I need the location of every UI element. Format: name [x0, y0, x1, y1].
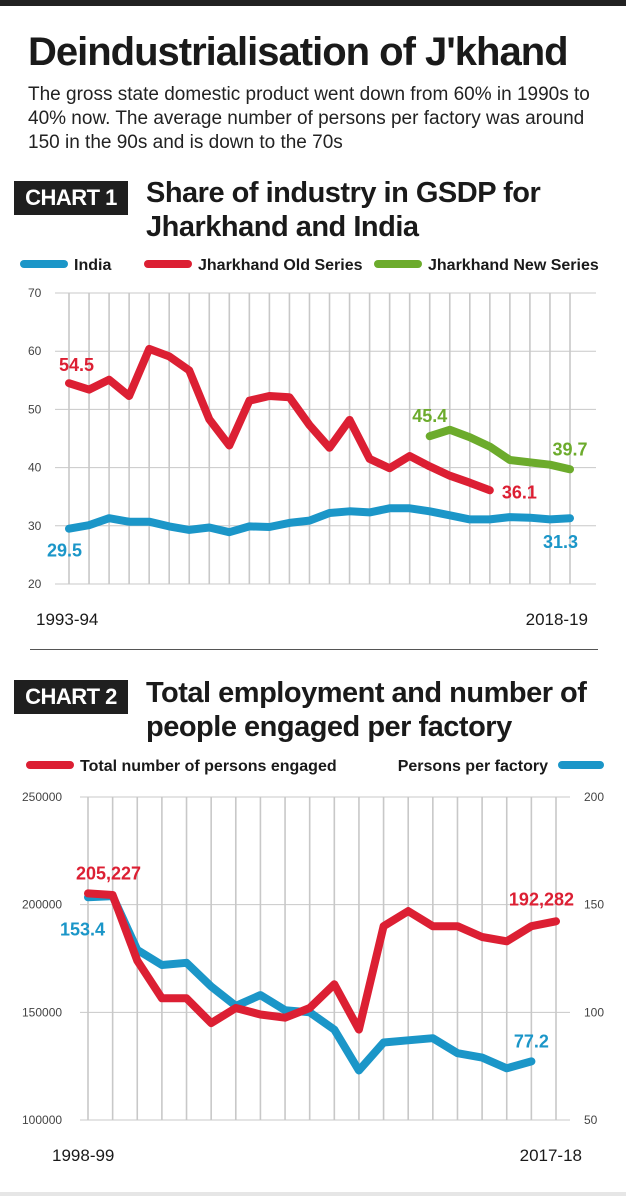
chart2-xlabel-end: 2017-18	[520, 1146, 582, 1165]
chart1-ytick-label: 70	[28, 286, 42, 300]
chart1-data-label: 29.5	[47, 541, 82, 561]
chart2-xlabel-start: 1998-99	[52, 1146, 114, 1165]
chart2-badge: CHART 2	[14, 680, 128, 714]
chart1-data-label: 45.4	[412, 406, 447, 426]
chart2-legend-label: Total number of persons engaged	[80, 758, 337, 775]
chart1-title: Share of industry in GSDP for Jharkhand …	[146, 177, 541, 243]
chart2-ytick-left: 200000	[22, 898, 62, 912]
top-rule	[0, 0, 626, 6]
page-subtitle: The gross state domestic product went do…	[28, 84, 590, 153]
chart1-ytick-label: 40	[28, 461, 42, 475]
chart2-ytick-left: 100000	[22, 1113, 62, 1127]
chart1-xlabel-end: 2018-19	[526, 610, 588, 629]
chart2-ytick-right: 50	[584, 1113, 598, 1127]
chart1-data-label: 54.5	[59, 355, 94, 375]
chart2-data-label: 77.2	[514, 1031, 549, 1051]
chart1-series-line	[425, 425, 574, 474]
chart2-series-line	[84, 889, 560, 1034]
chart1-data-label: 36.1	[502, 482, 537, 502]
chart1-xlabel-start: 1993-94	[36, 610, 98, 629]
chart2-ytick-right: 150	[584, 898, 604, 912]
chart1-legend-label: Jharkhand New Series	[428, 257, 599, 274]
chart1-series-line	[65, 504, 574, 537]
chart1-data-label: 31.3	[543, 532, 578, 552]
chart1-badge: CHART 1	[14, 181, 128, 215]
bottom-rule	[0, 1192, 626, 1196]
chart1-legend-label: India	[74, 257, 111, 274]
page-title: Deindustrialisation of J'khand	[28, 30, 569, 74]
chart2-data-label: 192,282	[509, 889, 574, 909]
chart1-ytick-label: 20	[28, 577, 42, 591]
chart1-legend-label: Jharkhand Old Series	[198, 257, 363, 274]
chart1-ytick-label: 50	[28, 402, 42, 416]
chart1-plot: 20 30 40 50 60 70 1993-94 2018-19 India Jharkhand…	[20, 257, 599, 629]
chart1-ytick-label: 60	[28, 344, 42, 358]
section-divider	[30, 649, 598, 650]
chart2-title: Total employment and number of people en…	[146, 677, 587, 743]
chart2-data-label: 205,227	[76, 863, 141, 883]
chart2-plot: 100000 150000 200000 250000 50 100 150 200 1998-…	[22, 758, 604, 1165]
chart1-data-label: 39.7	[552, 439, 587, 459]
chart1-series-line	[65, 344, 494, 495]
chart2-ytick-right: 200	[584, 790, 604, 804]
chart2-ytick-left: 150000	[22, 1005, 62, 1019]
chart1-ytick-label: 30	[28, 519, 42, 533]
chart2-data-label: 153.4	[60, 919, 105, 939]
chart2-legend-label: Persons per factory	[398, 758, 548, 775]
chart2-ytick-left: 250000	[22, 790, 62, 804]
chart2-ytick-right: 100	[584, 1005, 604, 1019]
chart2-series-line	[84, 892, 536, 1075]
